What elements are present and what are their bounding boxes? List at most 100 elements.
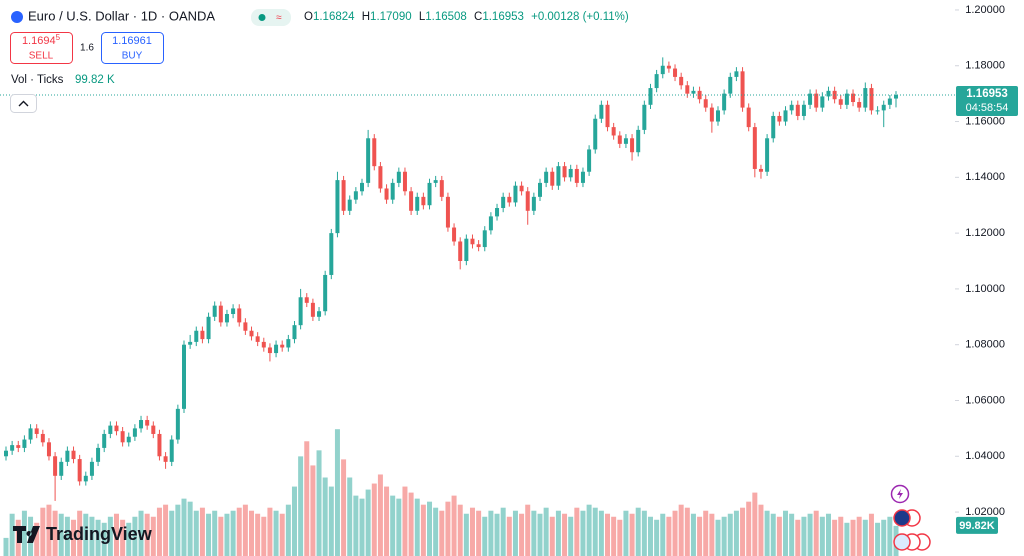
candle-body <box>501 196 506 209</box>
candle-body <box>789 104 794 111</box>
logo-text: TradingView <box>46 524 153 544</box>
volume-bar <box>218 516 224 556</box>
volume-bar <box>764 510 770 556</box>
volume-bar <box>71 519 77 556</box>
candle-body <box>139 420 144 429</box>
status-pill[interactable] <box>251 9 291 26</box>
price-axis-background <box>955 0 1024 556</box>
volume-bar <box>3 537 9 556</box>
volume-bar <box>242 504 248 556</box>
candle-body <box>746 107 751 128</box>
ohlc-value: 1.16953 <box>482 11 524 23</box>
candle-body <box>666 65 671 69</box>
volume-bar <box>641 510 647 556</box>
ohlc-value: 1.16824 <box>313 11 355 23</box>
candle-body <box>77 459 82 482</box>
candle-body <box>126 436 131 443</box>
volume-bar <box>113 513 119 556</box>
candle-body <box>353 191 358 200</box>
volume-bar <box>586 504 592 556</box>
countdown: 04:58:54 <box>966 102 1009 114</box>
candle-body <box>605 104 610 128</box>
volume-bar <box>402 486 408 556</box>
volume-bar <box>359 498 365 556</box>
volume-bar <box>236 507 242 556</box>
volume-bar <box>322 477 328 556</box>
volume-bar <box>715 519 721 556</box>
ohlc-label: L <box>419 11 426 23</box>
y-tick-label: 1.08000 <box>965 339 1005 351</box>
candle-body <box>507 196 512 203</box>
candle-body <box>740 71 745 108</box>
volume-legend-value: 99.82 K <box>75 74 115 86</box>
volume-bar <box>304 441 310 556</box>
volume-bar <box>844 522 850 556</box>
volume-bar <box>175 504 181 556</box>
volume-bar <box>519 513 525 556</box>
volume-bar <box>132 516 138 556</box>
volume-bar <box>703 510 709 556</box>
volume-bar <box>476 510 482 556</box>
buy-button[interactable] <box>101 32 164 64</box>
candle-body <box>482 230 487 248</box>
candle-body <box>427 182 432 206</box>
candle-body <box>538 182 542 197</box>
candle-body <box>188 341 193 345</box>
change-value: +0.00128 (+0.11%) <box>531 11 629 23</box>
volume-bar <box>887 516 893 556</box>
candle-body <box>329 233 334 275</box>
volume-bar <box>107 516 113 556</box>
volume-bar <box>40 507 46 556</box>
volume-bar <box>795 519 801 556</box>
candle-body <box>894 94 898 99</box>
candle-body <box>857 102 862 108</box>
candle-body <box>243 322 248 331</box>
volume-bar <box>758 504 764 556</box>
volume-bar <box>52 510 58 556</box>
candle-body <box>347 199 352 211</box>
candle-body <box>323 274 328 312</box>
volume-bar <box>408 492 414 556</box>
volume-bar <box>623 510 629 556</box>
volume-legend-label: Vol · Ticks <box>11 74 64 86</box>
candle-body <box>568 168 573 178</box>
candle-body <box>22 439 27 448</box>
sell-button[interactable] <box>10 32 73 64</box>
candle-body <box>660 65 665 75</box>
candle-body <box>65 450 70 462</box>
candle-body <box>249 330 254 337</box>
volume-bar <box>678 504 684 556</box>
candle-body <box>317 311 322 317</box>
candle-body <box>231 308 236 315</box>
volume-bar <box>156 507 162 556</box>
volume-bar <box>482 516 488 556</box>
volume-bar <box>347 477 353 556</box>
y-tick-label: 1.10000 <box>965 283 1005 295</box>
candle-body <box>795 104 800 116</box>
flag-icon[interactable] <box>893 533 911 551</box>
volume-bar <box>169 510 175 556</box>
volume-bar <box>463 513 469 556</box>
candle-body <box>366 138 371 183</box>
candle-body <box>513 185 518 203</box>
sell-price: 1.16945 <box>22 33 61 47</box>
volume-bar <box>334 429 340 556</box>
candle-body <box>59 461 64 476</box>
candle-body <box>360 182 364 192</box>
candle-body <box>89 461 94 476</box>
candle-body <box>476 244 481 248</box>
sell-price-sup: 5 <box>56 33 61 42</box>
candle-body <box>636 129 641 153</box>
volume-bar <box>46 504 52 556</box>
collapse-button[interactable] <box>10 94 37 113</box>
candle-body <box>390 182 395 200</box>
volume-bar <box>611 516 617 556</box>
ohlc-legend: O1.16824 H1.17090 L1.16508 C1.16953 +0.0… <box>304 11 629 23</box>
candle-body <box>574 168 579 183</box>
volume-bar <box>654 519 660 556</box>
volume-bar <box>371 483 377 556</box>
volume-bar <box>285 504 291 556</box>
ohlc-value: 1.16508 <box>425 11 467 23</box>
flag-icon[interactable] <box>893 509 911 527</box>
